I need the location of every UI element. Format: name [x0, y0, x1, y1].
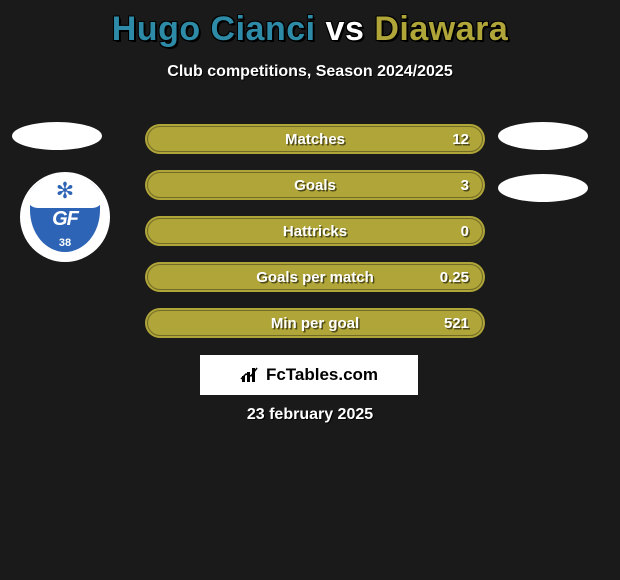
- stat-label: Hattricks: [283, 223, 347, 240]
- stat-label: Matches: [285, 131, 345, 148]
- crest-shield: ✻ GF 38: [30, 182, 100, 252]
- stat-row: Goals per match 0.25: [145, 262, 485, 292]
- date-text: 23 february 2025: [0, 406, 620, 424]
- title-player1: Hugo Cianci: [112, 10, 316, 48]
- stat-value: 12: [452, 131, 469, 148]
- side-ellipse: [12, 122, 102, 150]
- stat-row: Goals 3: [145, 170, 485, 200]
- title-player2: Diawara: [374, 10, 508, 48]
- stat-row: Matches 12: [145, 124, 485, 154]
- watermark-text: FcTables.com: [266, 365, 378, 385]
- stat-value: 0.25: [440, 269, 469, 286]
- side-ellipse: [498, 174, 588, 202]
- stat-value: 3: [461, 177, 469, 194]
- stat-label: Goals: [294, 177, 336, 194]
- crest-number: 38: [30, 237, 100, 249]
- crest-letters: GF: [30, 208, 100, 231]
- comparison-infographic: Hugo Cianci vs Diawara Club competitions…: [0, 0, 620, 580]
- watermark-box: FcTables.com: [200, 355, 418, 395]
- crest-top-band: ✻: [26, 178, 104, 208]
- stat-value: 0: [461, 223, 469, 240]
- bar-chart-icon: [240, 366, 262, 384]
- stat-pills: Matches 12 Goals 3 Hattricks 0 Goals per…: [145, 124, 485, 354]
- stat-row: Hattricks 0: [145, 216, 485, 246]
- title-vs: vs: [326, 10, 365, 48]
- side-ellipse: [498, 122, 588, 150]
- subtitle: Club competitions, Season 2024/2025: [0, 63, 620, 81]
- stat-value: 521: [444, 315, 469, 332]
- club-crest: ✻ GF 38: [20, 172, 110, 262]
- snowflake-icon: ✻: [56, 178, 74, 204]
- page-title: Hugo Cianci vs Diawara: [0, 0, 620, 49]
- stat-row: Min per goal 521: [145, 308, 485, 338]
- stat-label: Min per goal: [271, 315, 359, 332]
- stat-label: Goals per match: [256, 269, 374, 286]
